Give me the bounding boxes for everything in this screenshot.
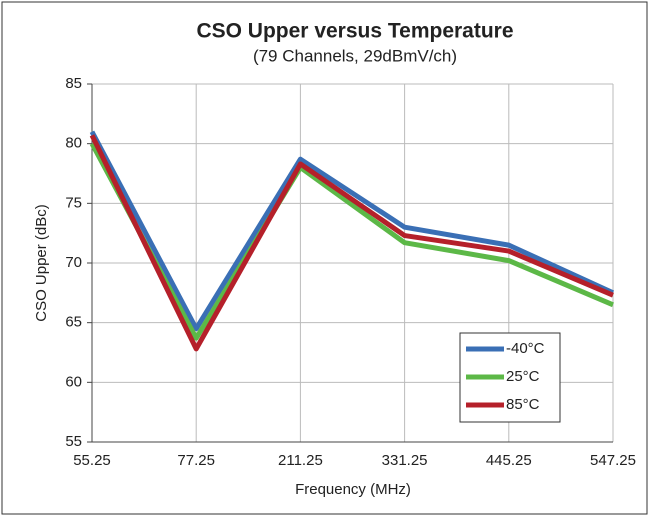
legend-label: -40°C xyxy=(506,340,545,357)
x-tick-label: 77.25 xyxy=(177,452,215,469)
x-tick-label: 331.25 xyxy=(382,452,428,469)
series-line xyxy=(89,134,614,352)
x-tick-label: 547.25 xyxy=(590,452,636,469)
y-tick-label: 85 xyxy=(65,75,82,92)
x-tick-label: 55.25 xyxy=(73,452,111,469)
y-axis-label: CSO Upper (dBc) xyxy=(33,204,50,322)
series-line xyxy=(89,142,614,341)
series-line xyxy=(89,130,615,332)
y-tick-label: 70 xyxy=(65,254,82,271)
legend-label: 85°C xyxy=(506,396,540,413)
legend-label: 25°C xyxy=(506,368,540,385)
y-tick-label: 80 xyxy=(65,135,82,152)
y-tick-label: 55 xyxy=(65,433,82,450)
y-tick-label: 75 xyxy=(65,194,82,211)
x-tick-label: 445.25 xyxy=(486,452,532,469)
chart-title: CSO Upper versus Temperature xyxy=(196,20,513,43)
y-tick-label: 60 xyxy=(65,373,82,390)
x-axis-label: Frequency (MHz) xyxy=(295,481,411,498)
y-tick-label: 65 xyxy=(65,314,82,331)
x-tick-label: 211.25 xyxy=(278,452,323,469)
chart-subtitle: (79 Channels, 29dBmV/ch) xyxy=(253,46,457,65)
